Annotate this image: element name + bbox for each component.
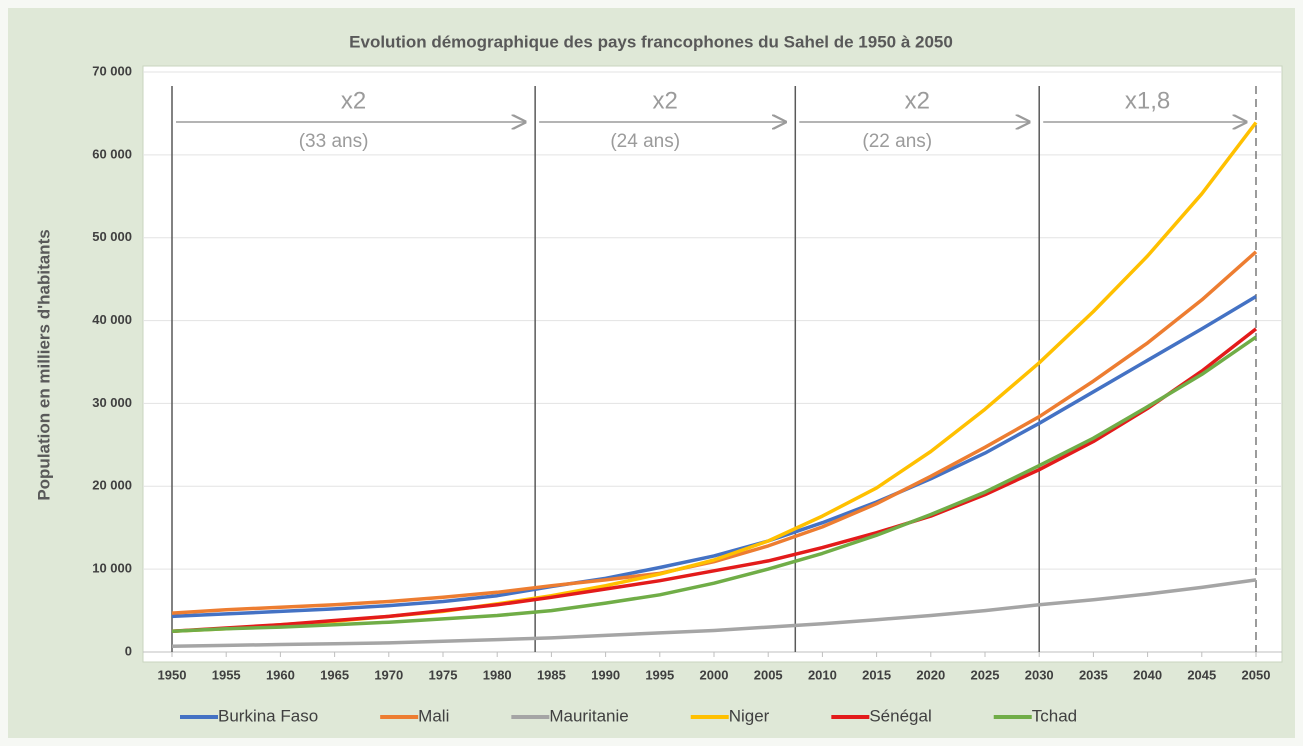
x-tick-label: 2035 [1079, 667, 1108, 682]
legend-label: Burkina Faso [218, 706, 318, 725]
x-tick-label: 2045 [1187, 667, 1216, 682]
x-tick-label: 1995 [645, 667, 674, 682]
period-factor: x2 [341, 87, 366, 114]
legend-label: Tchad [1032, 706, 1077, 725]
y-axis-label: Population en milliers d'habitants [34, 229, 53, 500]
x-tick-label: 2015 [862, 667, 891, 682]
series-line [171, 327, 1258, 634]
x-tick-label: 1965 [320, 667, 349, 682]
period-factor: x1,8 [1125, 87, 1170, 114]
x-tick-label: 1990 [591, 667, 620, 682]
x-tick-label: 1985 [537, 667, 566, 682]
y-tick-label: 50 000 [92, 229, 132, 244]
series-line [171, 578, 1257, 648]
x-tick-label: 1955 [212, 667, 241, 682]
x-tick-label: 2010 [808, 667, 837, 682]
x-tick-label: 2005 [754, 667, 783, 682]
legend-label: Niger [729, 706, 770, 725]
y-tick-label: 20 000 [92, 478, 132, 493]
x-tick-label: 2030 [1025, 667, 1054, 682]
x-tick-label: 2050 [1242, 667, 1271, 682]
x-tick-label: 1980 [483, 667, 512, 682]
y-tick-label: 70 000 [92, 63, 132, 78]
chart-title: Evolution démographique des pays francop… [349, 32, 953, 51]
x-tick-label: 1960 [266, 667, 295, 682]
period-note: (33 ans) [299, 131, 369, 152]
period-factor: x2 [905, 87, 930, 114]
period-factor: x2 [653, 87, 678, 114]
period-note: (24 ans) [610, 131, 680, 152]
y-tick-label: 0 [125, 643, 132, 658]
legend-label: Mauritanie [549, 706, 628, 725]
series-line [171, 294, 1257, 619]
y-tick-label: 30 000 [92, 395, 132, 410]
x-tick-label: 2040 [1133, 667, 1162, 682]
x-tick-label: 2000 [700, 667, 729, 682]
y-tick-label: 10 000 [92, 561, 132, 576]
x-tick-label: 1970 [374, 667, 403, 682]
legend-label: Mali [418, 706, 449, 725]
x-tick-label: 2025 [971, 667, 1000, 682]
x-tick-label: 1975 [429, 667, 458, 682]
y-tick-label: 60 000 [92, 146, 132, 161]
x-tick-label: 1950 [158, 667, 187, 682]
legend-label: Sénégal [869, 706, 931, 725]
period-note: (22 ans) [862, 131, 932, 152]
y-tick-label: 40 000 [92, 312, 132, 327]
x-tick-label: 2020 [916, 667, 945, 682]
series-line [171, 335, 1257, 634]
